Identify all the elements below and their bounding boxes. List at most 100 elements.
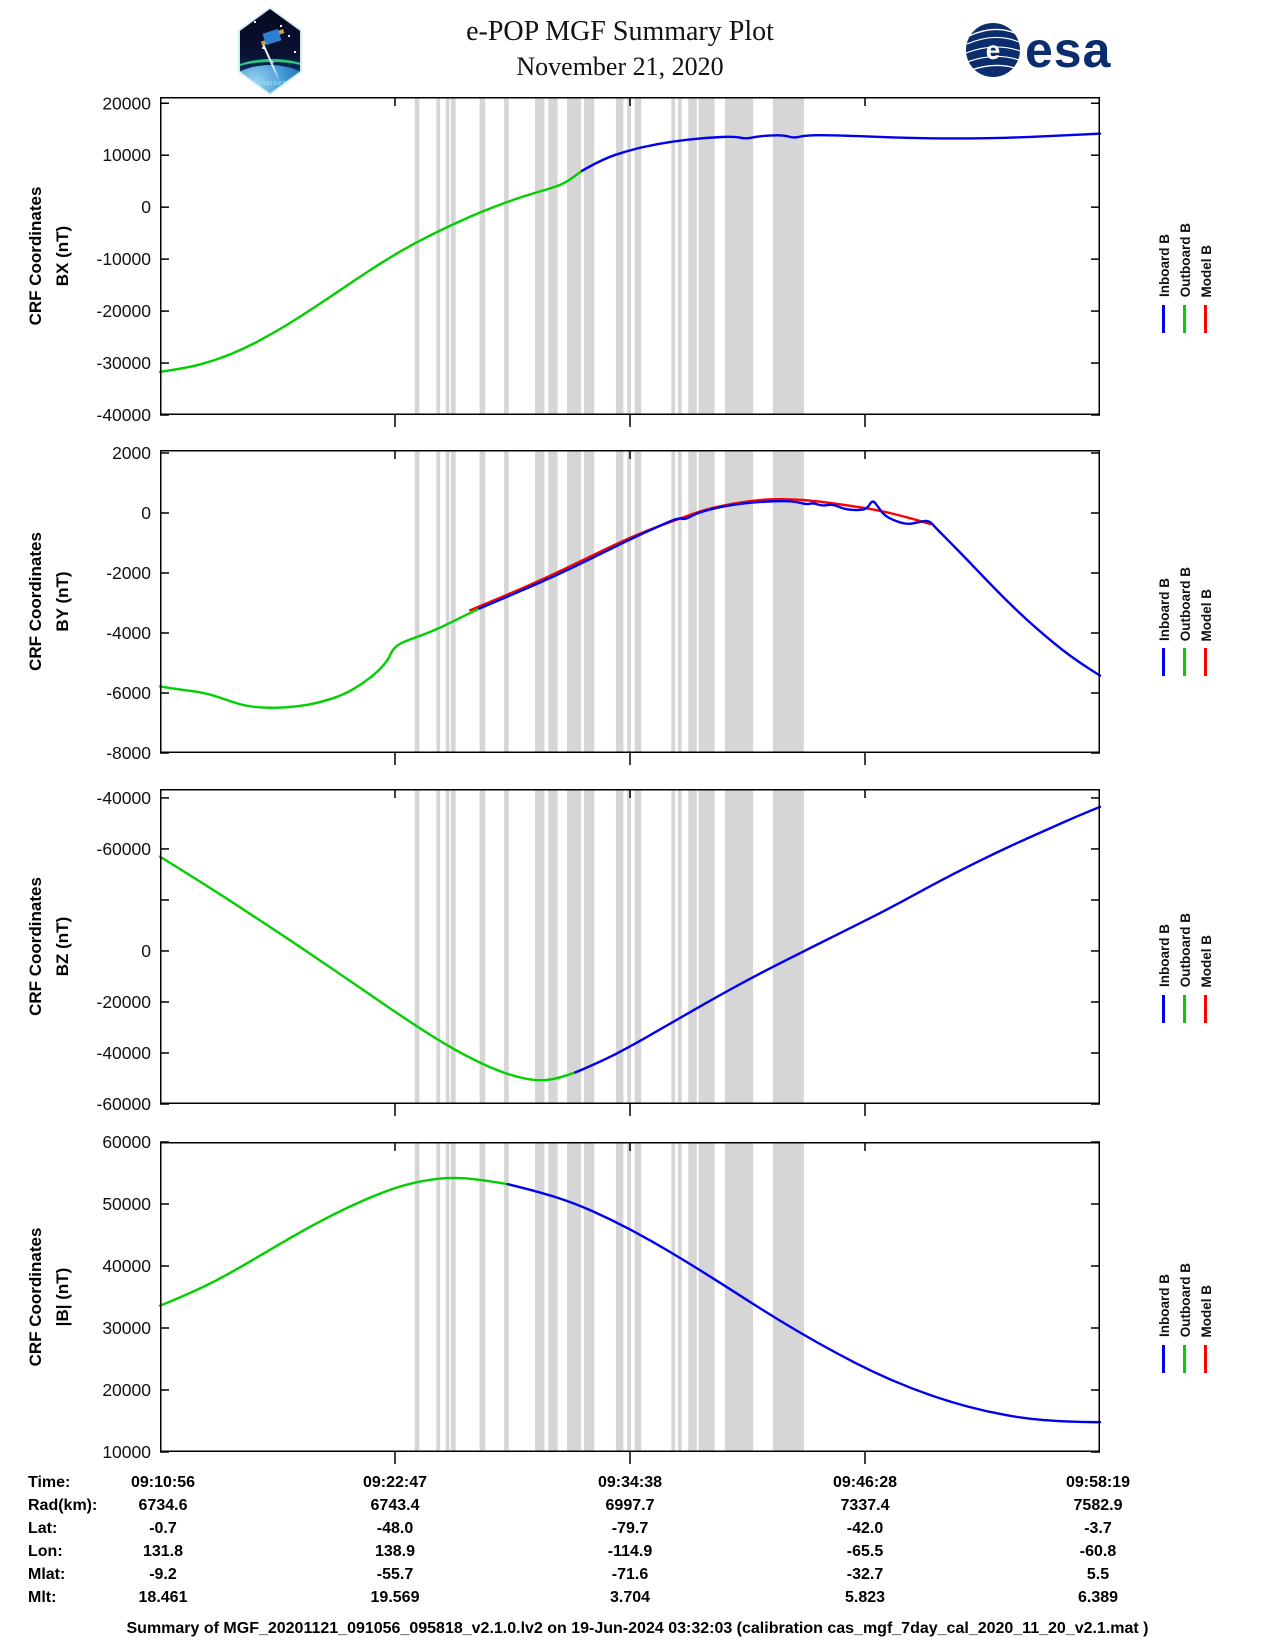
- data-gap-band: [450, 1142, 456, 1452]
- ephemeris-lon-col2: 138.9: [374, 1543, 416, 1560]
- y-tick-label: 0: [141, 941, 151, 961]
- legend-swatch-inboard: [1162, 648, 1165, 676]
- y-tick-label: -60000: [97, 1094, 152, 1114]
- series-inboard-b-b: [506, 1182, 1102, 1424]
- data-gap-band: [535, 450, 545, 753]
- y-tick-label: 40000: [102, 1256, 151, 1276]
- ephemeris-lon-col1: 131.8: [142, 1543, 184, 1560]
- data-gap-band: [535, 1142, 545, 1452]
- ephemeris-mlat-col3: -71.6: [611, 1566, 649, 1583]
- legend-label-outboard-b: Outboard B: [1178, 566, 1193, 641]
- ephemeris-mlat-col2: -55.7: [376, 1566, 414, 1583]
- ephemeris-lat-col5: -3.7: [1084, 1520, 1112, 1537]
- data-gap-band: [615, 97, 624, 415]
- ephemeris-lat-col3: -79.7: [611, 1520, 649, 1537]
- data-gap-band: [698, 789, 715, 1104]
- series-outboard-b-b: [158, 1176, 509, 1307]
- series-inboard-b-bz: [574, 805, 1102, 1074]
- y-axis-label-b: CRF Coordinates |B| (nT): [22, 1142, 76, 1452]
- ephemeris-rad-col3: 6997.7: [605, 1497, 655, 1514]
- y-tick-label: 60000: [102, 1132, 151, 1152]
- ephemeris-mlt-col3: 3.704: [609, 1589, 651, 1606]
- ephemeris-mlt-col5: 6.389: [1077, 1589, 1119, 1606]
- y-tick-label: -20000: [97, 992, 152, 1012]
- data-gap-band: [724, 97, 754, 415]
- data-gap-band: [479, 450, 486, 753]
- data-gap-band: [634, 450, 642, 753]
- data-gap-band: [479, 789, 486, 1104]
- ephemeris-lon-col5: -60.8: [1079, 1543, 1117, 1560]
- y-tick-label: 2000: [112, 443, 151, 463]
- data-gap-band: [535, 97, 545, 415]
- legend-swatch-model: [1204, 995, 1207, 1023]
- legend-by: Inboard B Outboard B Model B: [1157, 450, 1232, 753]
- legend-swatch-outboard: [1183, 305, 1186, 333]
- y-tick-label: -2000: [106, 563, 151, 583]
- data-gap-band: [535, 789, 545, 1104]
- ephemeris-row-label-mlt: Mlt:: [28, 1589, 57, 1606]
- ephemeris-rad-col1: 6734.6: [138, 1497, 188, 1514]
- data-gap-band: [548, 789, 558, 1104]
- legend-swatch-outboard: [1183, 995, 1186, 1023]
- data-gap-band: [671, 97, 676, 415]
- esa-wordmark: esa: [1025, 22, 1112, 78]
- data-gap-band: [671, 1142, 676, 1452]
- data-gap-band: [772, 789, 804, 1104]
- ephemeris-time-col5: 09:58:19: [1065, 1474, 1131, 1491]
- data-gap-band: [698, 1142, 715, 1452]
- legend-swatch-model: [1204, 648, 1207, 676]
- series-outboard-b-bz: [158, 855, 577, 1082]
- data-gap-band: [436, 97, 441, 415]
- ephemeris-mlt-col4: 5.823: [844, 1589, 886, 1606]
- data-gap-band: [634, 789, 642, 1104]
- legend-label-outboard-b: Outboard B: [1178, 912, 1193, 987]
- y-tick-label: -20000: [97, 301, 152, 321]
- data-gap-band: [583, 450, 595, 753]
- data-gap-band: [504, 450, 509, 753]
- data-gap-band: [479, 1142, 486, 1452]
- data-gap-band: [445, 97, 450, 415]
- page-subtitle-date: November 21, 2020: [516, 52, 724, 81]
- y-axis-label-line2: BY (nT): [53, 571, 72, 632]
- svg-text:e: e: [986, 35, 1000, 65]
- data-gap-band: [445, 450, 450, 753]
- data-gap-band: [772, 1142, 804, 1452]
- esa-globe-icon: e: [965, 23, 1021, 77]
- data-gap-band: [414, 789, 420, 1104]
- ephemeris-row-label-lon: Lon:: [28, 1543, 63, 1560]
- plot-panel-by: 2000 0 -2000 -4000 -6000 -8000: [106, 443, 1102, 765]
- data-gap-band: [414, 1142, 420, 1452]
- data-gap-band: [450, 789, 456, 1104]
- data-gap-band: [671, 450, 676, 753]
- y-axis-label-bx: CRF Coordinates BX (nT): [22, 97, 76, 415]
- data-gap-band: [548, 1142, 558, 1452]
- legend-b: Inboard B Outboard B Model B: [1157, 1142, 1232, 1452]
- plot-panel-bz: -40000 -60000 0 -20000 -40000 -60000: [97, 788, 1102, 1116]
- patch-label: CASSIOPE: [253, 81, 287, 87]
- legend-label-inboard-b: Inboard B: [1157, 578, 1172, 641]
- y-tick-label: 20000: [102, 93, 151, 113]
- y-tick-label: -40000: [97, 788, 152, 808]
- y-tick-label: 10000: [102, 1442, 151, 1462]
- legend-swatch-outboard: [1183, 648, 1186, 676]
- data-gap-band: [634, 97, 642, 415]
- legend-swatch-inboard: [1162, 995, 1165, 1023]
- legend-label-model-b: Model B: [1199, 934, 1214, 988]
- data-gap-band: [436, 1142, 441, 1452]
- data-gap-band: [445, 789, 450, 1104]
- data-gap-band: [772, 97, 804, 415]
- plot-panel-bx: 20000 10000 0 -10000 -20000 -30000 -40000: [97, 93, 1102, 427]
- ephemeris-time-col2: 09:22:47: [362, 1474, 428, 1491]
- data-gap-band: [688, 97, 697, 415]
- legend-label-inboard-b: Inboard B: [1157, 1274, 1172, 1337]
- data-gap-band: [634, 1142, 642, 1452]
- y-tick-label: -4000: [106, 623, 151, 643]
- data-gap-band: [615, 1142, 624, 1452]
- ephemeris-lat-col4: -42.0: [846, 1520, 884, 1537]
- data-gap-band: [414, 450, 420, 753]
- ephemeris-rad-col5: 7582.9: [1073, 1497, 1123, 1514]
- y-axis-label-bz: CRF Coordinates BZ (nT): [22, 789, 76, 1104]
- data-gap-band: [724, 789, 754, 1104]
- data-gap-band: [615, 450, 624, 753]
- data-gap-band: [504, 97, 509, 415]
